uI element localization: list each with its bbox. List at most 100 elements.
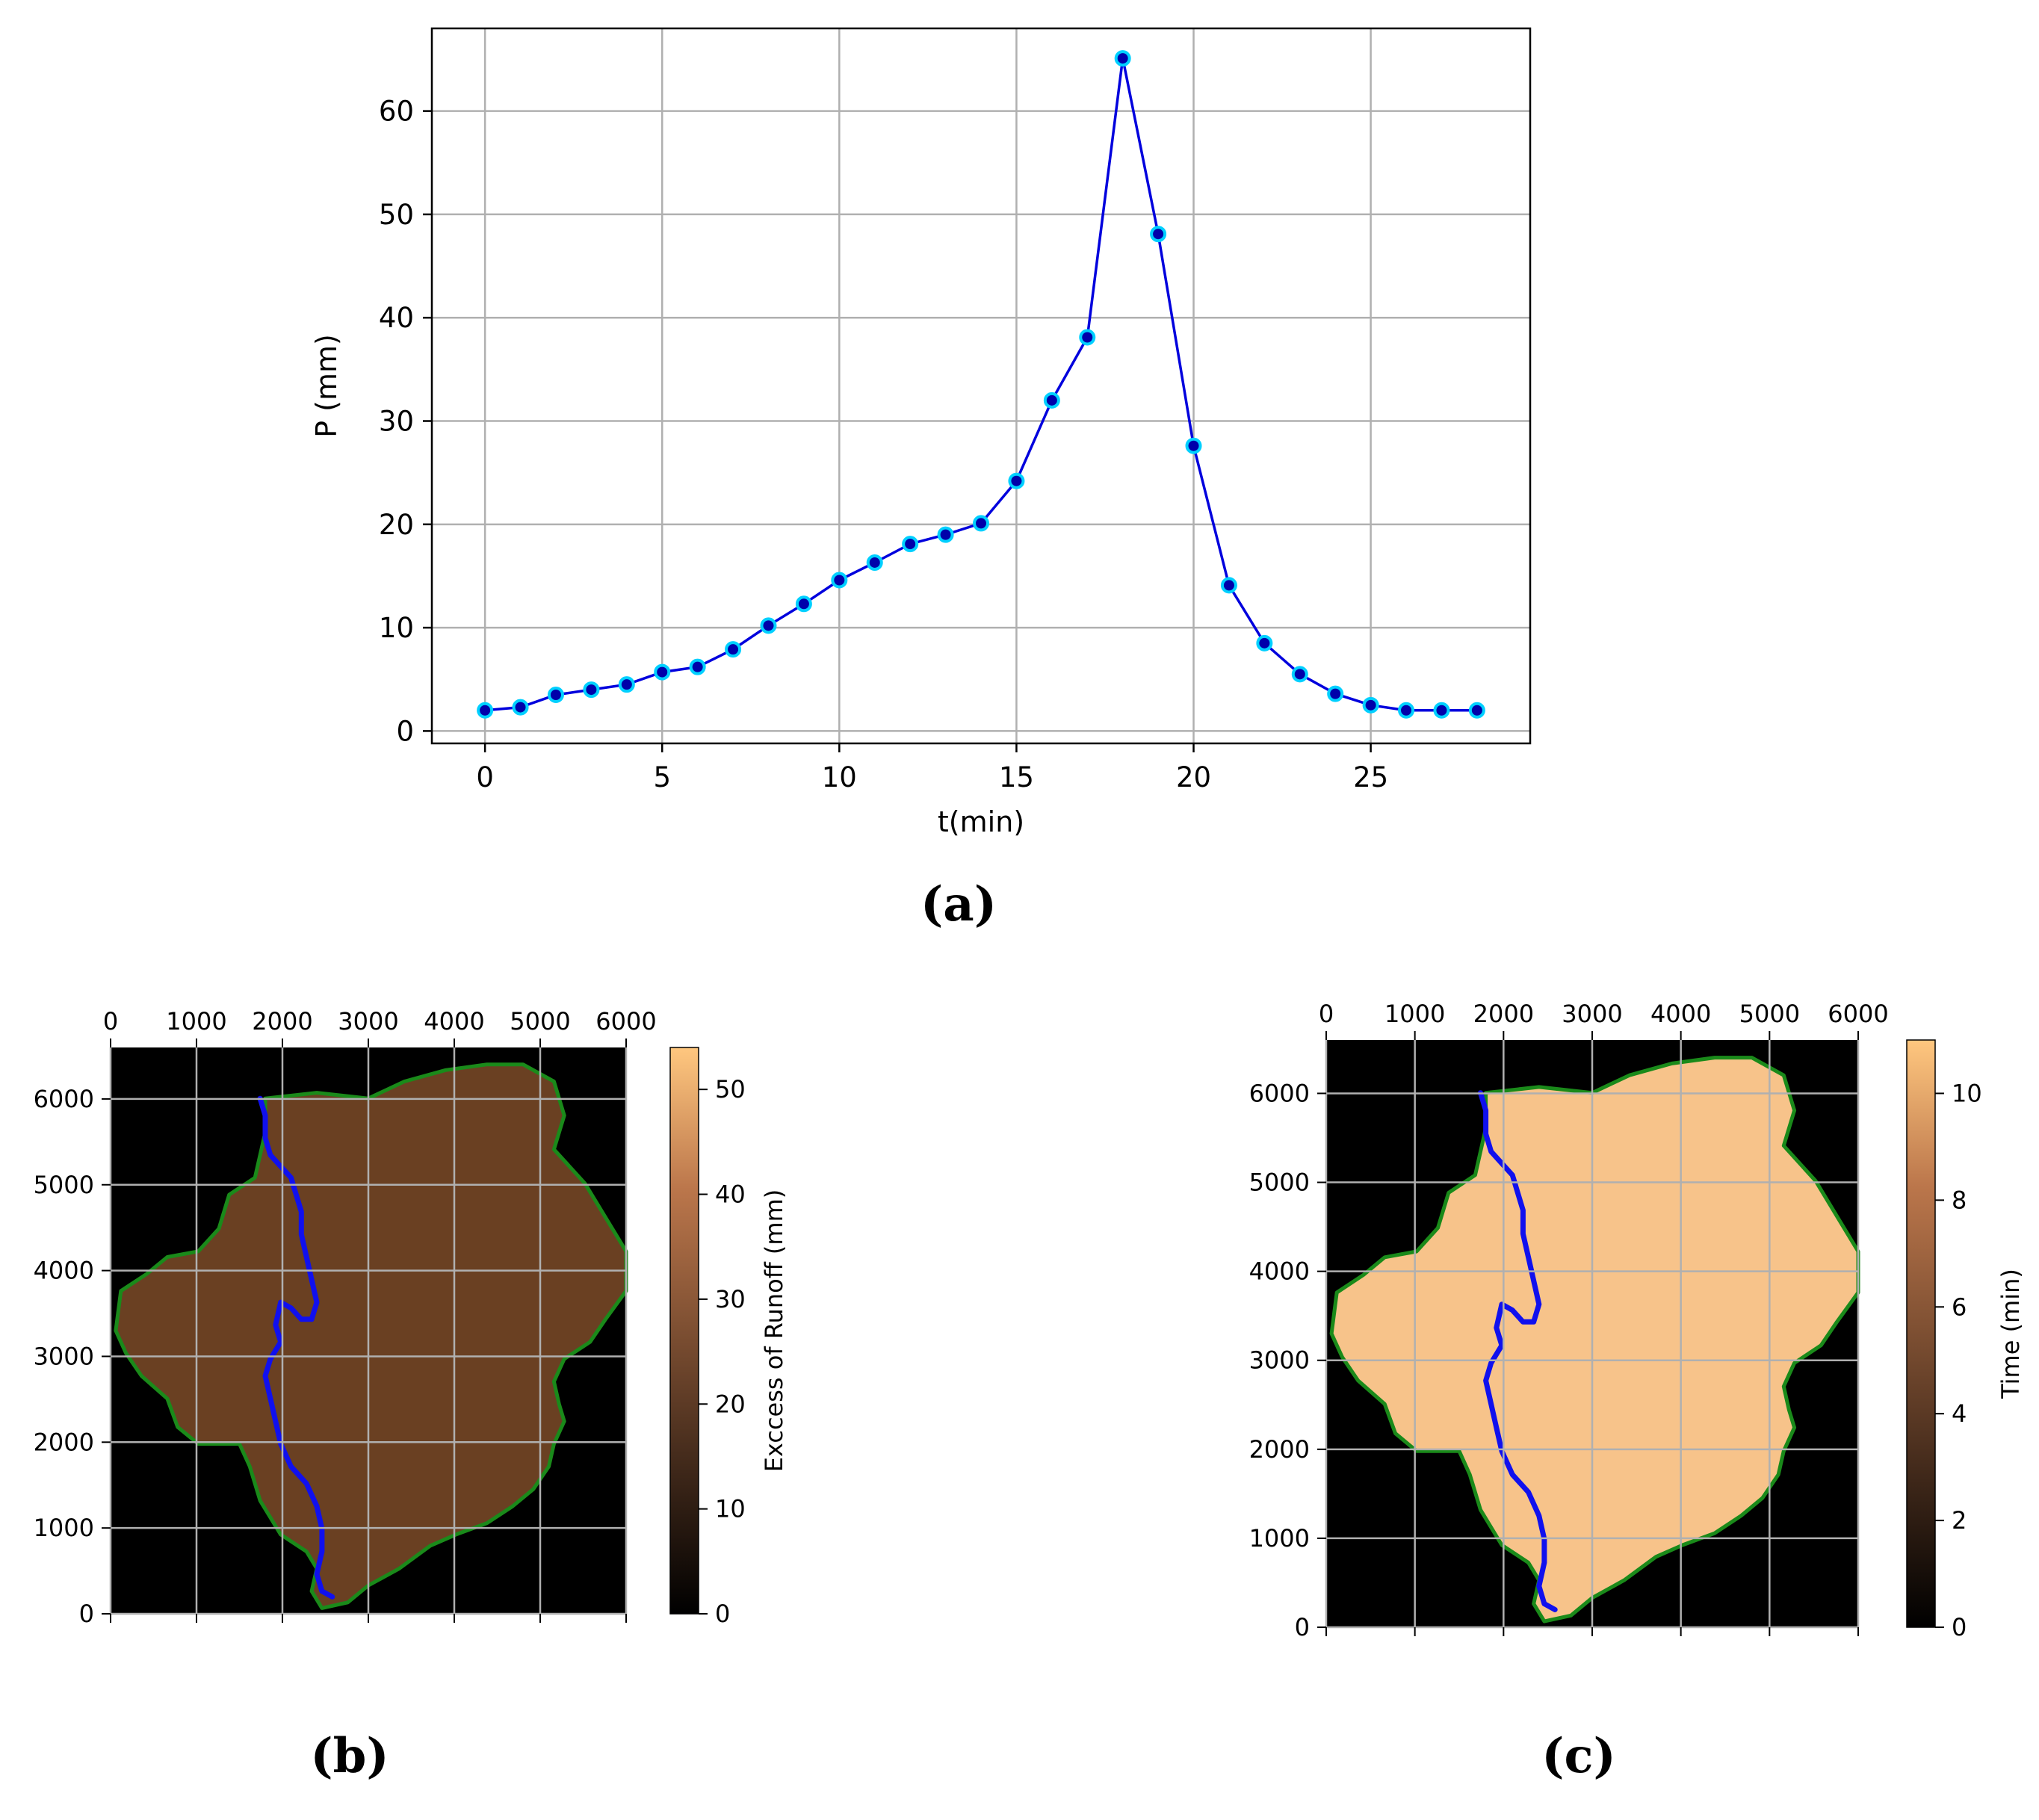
colorbar-ticks: 0 10 20 30 40 50 xyxy=(699,1075,746,1628)
colorbar-label: Time (min) xyxy=(1996,1269,2025,1399)
y-tick-label: 1000 xyxy=(34,1514,94,1542)
data-point xyxy=(1079,329,1096,346)
colorbar-tick-label: 40 xyxy=(715,1180,746,1209)
colorbar-label: Exccess of Runoff (mm) xyxy=(760,1189,788,1472)
basin-area xyxy=(114,1062,628,1610)
x-tick-label: 20 xyxy=(1176,761,1211,793)
y-tick-label: 1000 xyxy=(1249,1524,1310,1553)
basin-area xyxy=(1329,1056,1860,1624)
x-tick-label: 3000 xyxy=(1562,1000,1622,1028)
y-tick-label: 40 xyxy=(379,302,414,334)
data-point xyxy=(1185,437,1202,454)
colorbar-tick-label: 6 xyxy=(1952,1293,1967,1321)
colorbar-tick-label: 10 xyxy=(715,1495,746,1523)
y-tick-label: 3000 xyxy=(34,1342,94,1370)
colorbar xyxy=(1906,1039,1936,1628)
axis-ticks: 0 5 10 15 20 25 0 10 20 30 40 50 60 xyxy=(379,96,1388,793)
colorbar-tick-label: 10 xyxy=(1952,1079,1982,1107)
runoff-excess-map: 0 1000 2000 3000 4000 5000 6000 0 1000 2000 3000 40… xyxy=(34,1007,788,1628)
precipitation-points xyxy=(477,50,1485,719)
x-tick-label: 25 xyxy=(1353,761,1388,793)
data-point xyxy=(902,536,919,553)
axis-ticks: 0 1000 2000 3000 4000 5000 6000 0 1000 2000 3000 40… xyxy=(1249,1000,1889,1641)
y-tick-label: 0 xyxy=(79,1600,94,1628)
data-point xyxy=(725,641,742,658)
colorbar-tick-label: 0 xyxy=(715,1600,730,1628)
x-tick-label: 1000 xyxy=(1384,1000,1445,1028)
data-point xyxy=(831,572,848,589)
x-tick-label: 5000 xyxy=(510,1007,570,1036)
colorbar-tick-label: 2 xyxy=(1952,1506,1967,1535)
data-point xyxy=(547,687,564,704)
x-tick-label: 0 xyxy=(103,1007,118,1036)
data-point xyxy=(1398,702,1415,719)
data-point xyxy=(1114,50,1131,67)
river-line xyxy=(1478,1090,1558,1612)
x-tick-label: 10 xyxy=(822,761,857,793)
y-tick-label: 30 xyxy=(379,406,414,438)
data-point xyxy=(583,681,600,699)
grid-lines xyxy=(109,1047,628,1615)
y-tick-label: 2000 xyxy=(1249,1435,1310,1464)
x-tick-label: 3000 xyxy=(338,1007,398,1036)
data-point xyxy=(689,658,706,675)
precipitation-line-chart: 0 5 10 15 20 25 0 10 20 30 40 50 60 t(min) P (mm) xyxy=(310,27,1532,838)
y-tick-label: 3000 xyxy=(1249,1346,1310,1375)
x-tick-label: 2000 xyxy=(252,1007,312,1036)
data-point xyxy=(1220,577,1237,594)
y-tick-label: 50 xyxy=(379,199,414,231)
colorbar-tick-label: 4 xyxy=(1952,1399,1967,1428)
x-tick-label: 5000 xyxy=(1739,1000,1800,1028)
y-tick-label: 2000 xyxy=(34,1428,94,1456)
y-tick-label: 5000 xyxy=(1249,1169,1310,1197)
grid-lines xyxy=(432,28,1530,743)
colorbar xyxy=(669,1047,699,1615)
data-point xyxy=(1291,666,1308,683)
y-tick-label: 0 xyxy=(396,715,414,747)
panel-label-c: (c) xyxy=(1541,1728,1616,1784)
x-tick-label: 6000 xyxy=(595,1007,656,1036)
y-tick-label: 20 xyxy=(379,509,414,541)
data-point xyxy=(477,702,494,719)
y-tick-label: 60 xyxy=(379,96,414,128)
data-point xyxy=(1150,226,1167,243)
data-point xyxy=(1433,702,1450,719)
x-tick-label: 15 xyxy=(999,761,1034,793)
y-tick-label: 5000 xyxy=(34,1171,94,1199)
y-tick-label: 4000 xyxy=(34,1257,94,1285)
travel-time-map: 0 1000 2000 3000 4000 5000 6000010002000300040… xyxy=(1249,1000,2025,1641)
x-axis-label: t(min) xyxy=(938,805,1024,838)
data-point xyxy=(1256,634,1273,651)
data-point xyxy=(654,663,671,681)
y-tick-label: 6000 xyxy=(34,1085,94,1113)
river-line xyxy=(257,1095,335,1600)
precipitation-series-line xyxy=(484,58,1477,712)
y-tick-label: 4000 xyxy=(1249,1257,1310,1286)
data-point xyxy=(937,526,954,543)
y-axis-label: P (mm) xyxy=(310,334,343,438)
x-tick-label: 0 xyxy=(1319,1000,1334,1028)
data-point xyxy=(1043,391,1060,409)
data-point xyxy=(1468,702,1485,719)
plot-frame xyxy=(430,27,1532,745)
panel-label-b: (b) xyxy=(310,1728,389,1784)
data-point xyxy=(618,676,635,693)
data-point xyxy=(1362,696,1379,714)
y-tick-label: 0 xyxy=(1295,1613,1310,1641)
x-tick-label: 4000 xyxy=(1650,1000,1711,1028)
y-tick-label: 10 xyxy=(379,612,414,644)
axis-ticks: 0 1000 2000 3000 4000 5000 6000 0 1000 2000 3000 40… xyxy=(34,1007,657,1628)
data-point xyxy=(1327,685,1344,702)
x-tick-label: 6000 xyxy=(1828,1000,1888,1028)
x-tick-label: 0 xyxy=(476,761,494,793)
data-point xyxy=(866,554,883,571)
x-tick-label: 5 xyxy=(653,761,671,793)
data-point xyxy=(973,515,989,532)
data-point xyxy=(760,617,777,634)
data-point xyxy=(512,699,529,716)
colorbar-ticks: 0 2 4 6 8 10 xyxy=(1935,1079,1982,1641)
panel-label-a: (a) xyxy=(921,876,997,932)
data-point xyxy=(1008,472,1025,489)
y-tick-label: 6000 xyxy=(1249,1079,1310,1107)
